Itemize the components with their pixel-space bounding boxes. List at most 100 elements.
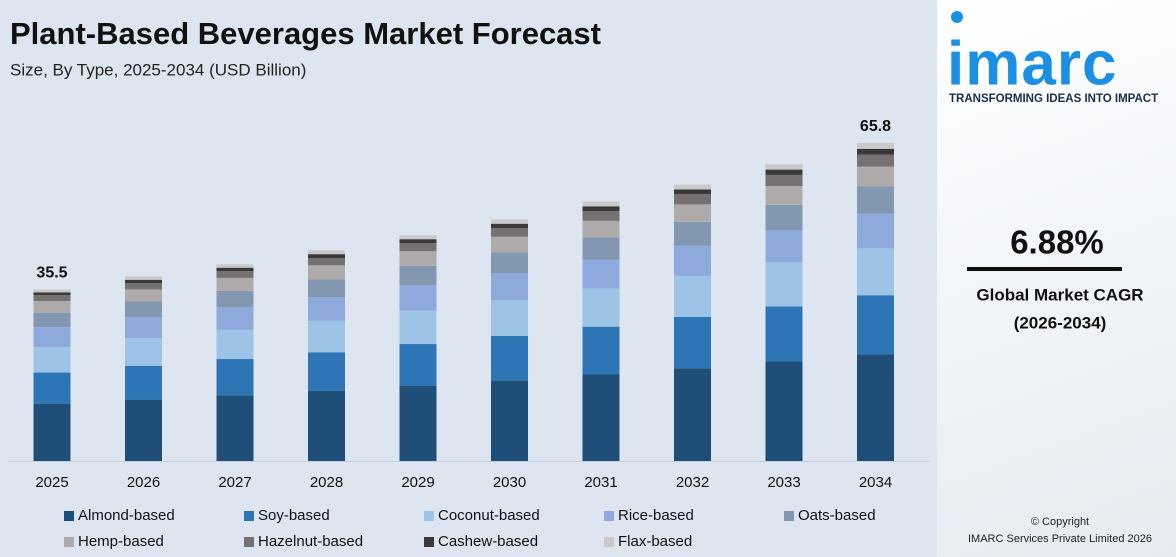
x-tick-label: 2029 (401, 474, 434, 491)
bar-segment (765, 169, 803, 175)
bar-segment (216, 290, 254, 308)
tagline: TRANSFORMING IDEAS INTO IMPACT (949, 93, 1158, 105)
legend-label: Cashew-based (438, 533, 538, 550)
legend-label: Coconut-based (438, 507, 540, 524)
bar-segment (674, 245, 711, 276)
bar-segment (582, 288, 620, 327)
bar-segment (765, 262, 803, 307)
bar-segment (399, 285, 437, 311)
bar-segment (308, 258, 345, 266)
bar-segment (857, 143, 894, 149)
legend-label: Hemp-based (78, 533, 164, 550)
bar-segment (674, 204, 711, 222)
bar-segment (582, 211, 620, 221)
bar-segment (674, 221, 711, 246)
x-tick-label: 2034 (859, 474, 892, 491)
bar-segment (308, 352, 345, 391)
legend-label: Soy-based (258, 507, 330, 524)
bar-segment (857, 295, 894, 355)
legend-label: Rice-based (618, 507, 694, 524)
bar-segment (582, 220, 620, 238)
logo-dot (951, 11, 963, 23)
bar-segment (125, 338, 162, 366)
bar-segment (491, 273, 528, 301)
bar-segment (216, 277, 254, 291)
bar-segment (765, 186, 803, 205)
x-tick-label: 2030 (493, 474, 526, 491)
bar-segment (491, 380, 528, 461)
x-tick-label: 2027 (218, 474, 251, 491)
cagr-period: (2026-2034) (1014, 313, 1107, 332)
bar-segment (308, 297, 345, 321)
bar-segment (216, 359, 254, 396)
bar-segment (857, 166, 894, 187)
sidebar-graphic: imarc TRANSFORMING IDEAS INTO IMPACT 6.8… (947, 11, 1158, 545)
bar-segment (582, 259, 620, 289)
bar-segment (857, 186, 894, 214)
bar-segment (674, 194, 711, 205)
bar-segment (399, 235, 437, 240)
bar-segment (125, 316, 162, 339)
chart: Plant-Based Beverages Market Forecast Si… (8, 16, 929, 550)
bar-segment (857, 154, 894, 167)
bar-segment (216, 395, 254, 461)
bar-segment (491, 236, 528, 253)
bar-segment (582, 201, 620, 207)
legend-swatch (604, 511, 614, 521)
legend-swatch (424, 511, 434, 521)
total-label: 35.5 (36, 265, 67, 282)
bar-segment (582, 374, 620, 461)
bar-segment (582, 206, 620, 212)
bar-segment (857, 248, 894, 296)
x-tick-label: 2033 (767, 474, 800, 491)
bar-segment (33, 327, 71, 347)
legend-swatch (244, 511, 254, 521)
bar-segment (125, 399, 162, 461)
legend-label: Almond-based (78, 507, 175, 524)
bar-segment (308, 320, 345, 353)
bar-segment (674, 184, 711, 190)
bar-segment (399, 344, 437, 386)
bar-segment (33, 301, 71, 313)
bar-segment (765, 204, 803, 230)
bar-segment (216, 271, 254, 278)
copyright: © Copyright (1031, 516, 1089, 528)
legend-swatch (424, 537, 434, 547)
cagr-label: Global Market CAGR (976, 285, 1143, 304)
bar-segment (582, 237, 620, 260)
bar-segment (765, 306, 803, 362)
bar-segment (765, 229, 803, 263)
bar-segment (491, 335, 528, 381)
chart-title: Plant-Based Beverages Market Forecast (10, 16, 601, 51)
bar-segment (216, 267, 254, 272)
bar-segment (308, 390, 345, 461)
bar-segment (399, 251, 437, 266)
legend-label: Flax-based (618, 533, 692, 550)
bar-segment (765, 361, 803, 461)
bar-segment (308, 279, 345, 298)
bar-segment (674, 189, 711, 195)
bar-segment (399, 239, 437, 244)
legend-swatch (64, 537, 74, 547)
legend-label: Oats-based (798, 507, 876, 524)
company: IMARC Services Private Limited 2026 (968, 533, 1152, 545)
bar-segment (216, 307, 254, 330)
bar-segment (491, 252, 528, 274)
chart-subtitle: Size, By Type, 2025-2034 (USD Billion) (10, 60, 306, 79)
bar-segment (399, 243, 437, 252)
bar-segment (125, 283, 162, 290)
bar-segment (674, 275, 711, 317)
cagr-value: 6.88% (1010, 224, 1104, 261)
legend-swatch (64, 511, 74, 521)
legend-swatch (784, 511, 794, 521)
bar-segment (33, 295, 71, 302)
x-tick-label: 2026 (127, 474, 160, 491)
bar-segment (125, 365, 162, 400)
cagr-rule (967, 267, 1122, 271)
legend-swatch (244, 537, 254, 547)
bar-segment (857, 213, 894, 249)
legend-label: Hazelnut-based (258, 533, 363, 550)
bar-segment (674, 368, 711, 461)
bar-segment (216, 264, 254, 268)
